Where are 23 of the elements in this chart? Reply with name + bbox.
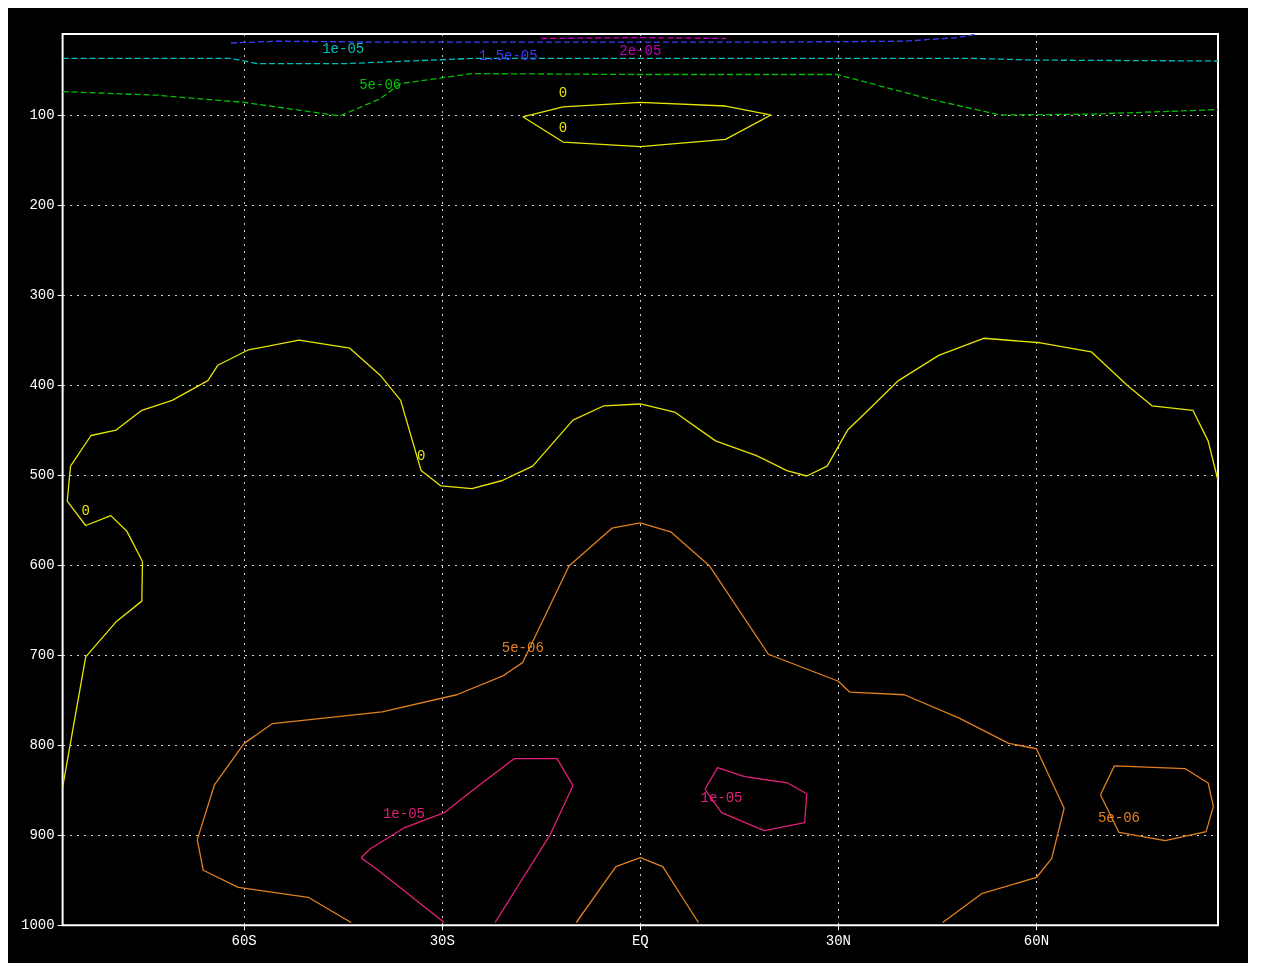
y-tick-label: 900 [29,826,55,843]
y-tick-label: 100 [29,106,55,123]
series-label: 5e-06 [359,76,402,93]
y-tick-label: 600 [29,556,55,573]
x-tick-label: 60S [231,933,257,950]
x-tick-label: 30N [825,933,851,950]
series-label: 0 [558,119,568,136]
series-label: 0 [558,84,568,101]
series-label: 0 [81,503,90,520]
y-tick-label: 1000 [21,916,55,933]
y-tick-label: 700 [29,646,55,663]
y-tick-label: 500 [29,466,55,483]
series-label: 1e-05 [382,805,425,822]
series-label: 1e-05 [322,41,365,58]
y-tick-label: 300 [29,286,55,303]
x-tick-label: EQ [631,933,649,950]
y-tick-label: 800 [29,736,55,753]
y-tick-label: 400 [29,376,55,393]
y-tick-label: 200 [29,196,55,213]
x-tick-label: 30S [429,933,455,950]
x-tick-label: 60N [1023,933,1050,950]
series-label: 0 [416,448,426,465]
series-label: 2e-05 [619,43,662,60]
